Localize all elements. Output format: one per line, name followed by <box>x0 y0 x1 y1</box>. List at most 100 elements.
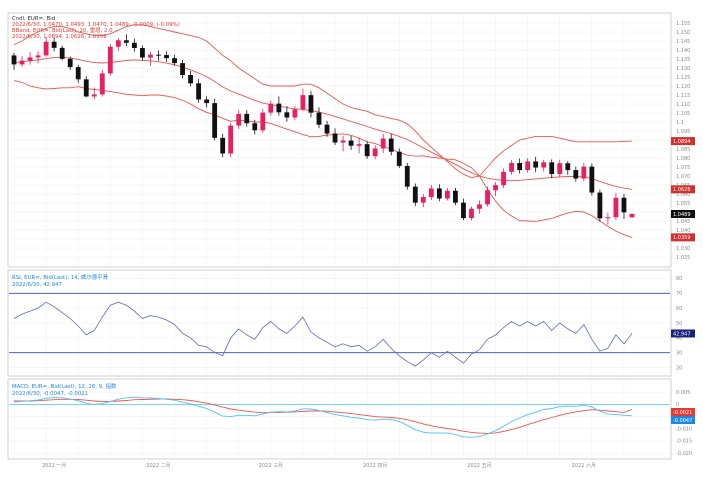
candle <box>212 98 218 141</box>
price-plot <box>11 24 635 238</box>
price-tick-label: 1.145 <box>676 39 690 45</box>
candle <box>276 96 282 116</box>
macd-panel-frame <box>7 378 672 460</box>
candle-body <box>509 163 515 172</box>
candle-body <box>156 54 161 56</box>
candle-body <box>380 138 386 149</box>
price-tick-label: 1.095 <box>676 129 690 135</box>
candle <box>220 133 226 158</box>
candle-body <box>436 188 442 199</box>
macd-tick-label: 0.005 <box>676 390 690 396</box>
candle <box>27 51 33 65</box>
rsi-plot <box>9 292 670 367</box>
candle <box>164 51 169 62</box>
x-axis-month-label: 2022 二月 <box>146 463 170 469</box>
candle-body <box>316 112 322 125</box>
candle <box>573 166 579 182</box>
price-tick-label: 1.055 <box>676 201 690 207</box>
macd-marker-badge <box>671 408 695 416</box>
candle-body <box>533 161 539 168</box>
candle-body <box>372 148 378 157</box>
candle-body <box>83 79 89 97</box>
candle <box>131 38 137 52</box>
price-marker-label: 1.0894 <box>673 139 691 145</box>
candle <box>461 198 466 221</box>
candle <box>228 122 234 158</box>
candle <box>557 159 563 178</box>
candle-body <box>589 166 595 193</box>
candle <box>428 185 434 200</box>
macd-marker-label: -0.0047 <box>673 418 692 424</box>
candle <box>493 182 498 196</box>
candle-body <box>557 163 563 175</box>
bollinger-lower-line <box>13 80 633 238</box>
price-tick-label: 1.125 <box>676 75 690 81</box>
candle <box>35 51 41 64</box>
price-tick-label: 1.030 <box>676 246 690 252</box>
price-tick-label: 1.150 <box>676 30 690 36</box>
candle-body <box>140 48 145 58</box>
candle-body <box>613 197 619 218</box>
candle <box>436 184 442 202</box>
candle-body <box>27 57 33 61</box>
candle <box>252 119 258 135</box>
candle-body <box>228 125 234 154</box>
price-marker-badge <box>671 185 695 194</box>
candle <box>148 51 153 67</box>
candle-body <box>220 137 226 154</box>
candle <box>517 158 523 174</box>
candle-body <box>292 109 298 118</box>
candle-body <box>284 112 290 118</box>
rsi-tick-label: 50 <box>676 321 682 327</box>
candle <box>83 76 89 98</box>
candle <box>477 200 482 214</box>
rsi-marker-badge <box>671 329 695 338</box>
candle <box>19 56 25 67</box>
candle <box>324 120 330 137</box>
candle-body <box>396 151 402 166</box>
candle <box>348 135 354 150</box>
candle <box>597 189 603 222</box>
rsi-marker-label: 42.947 <box>673 331 691 337</box>
candle <box>605 212 611 225</box>
macd-marker-badge <box>671 416 695 424</box>
candle-body <box>412 186 418 203</box>
price-tick-label: 1.085 <box>676 147 690 153</box>
macd-tick-label: 0 <box>676 402 679 408</box>
candle-body <box>188 75 193 84</box>
candle <box>204 96 210 108</box>
candle-body <box>404 165 410 187</box>
candle-body <box>453 190 458 203</box>
candle <box>11 52 17 70</box>
candle <box>115 37 121 51</box>
candle-body <box>308 95 314 113</box>
rsi-tick-label: 20 <box>676 365 682 371</box>
macd-plot <box>9 396 670 438</box>
candle <box>469 206 474 221</box>
candle-body <box>164 55 169 59</box>
macd-line <box>13 396 633 438</box>
candle <box>549 159 555 179</box>
price-marker-label: 1.0359 <box>673 235 691 241</box>
rsi-panel-frame <box>7 269 672 377</box>
price-tick-label: 1.070 <box>676 174 690 180</box>
price-tick-label: 1.110 <box>676 102 690 108</box>
candle-body <box>493 185 498 191</box>
bband-header-line1: BBand, EUR=, Bid(Last), 20, 重增, 2.0 <box>12 26 113 34</box>
candle-body <box>324 124 330 134</box>
candle <box>589 163 595 196</box>
candle <box>260 109 266 133</box>
candle <box>75 64 81 84</box>
candle-body <box>107 46 113 74</box>
rsi-tick-label: 80 <box>676 276 682 282</box>
candle-body <box>340 140 346 143</box>
candle <box>59 45 65 61</box>
candle-body <box>252 123 258 131</box>
candle <box>123 34 129 47</box>
candle <box>91 87 97 100</box>
price-tick-label: 1.155 <box>676 21 690 27</box>
bollinger-upper-line <box>13 24 633 179</box>
candle-body <box>91 94 97 97</box>
candle <box>356 137 362 154</box>
